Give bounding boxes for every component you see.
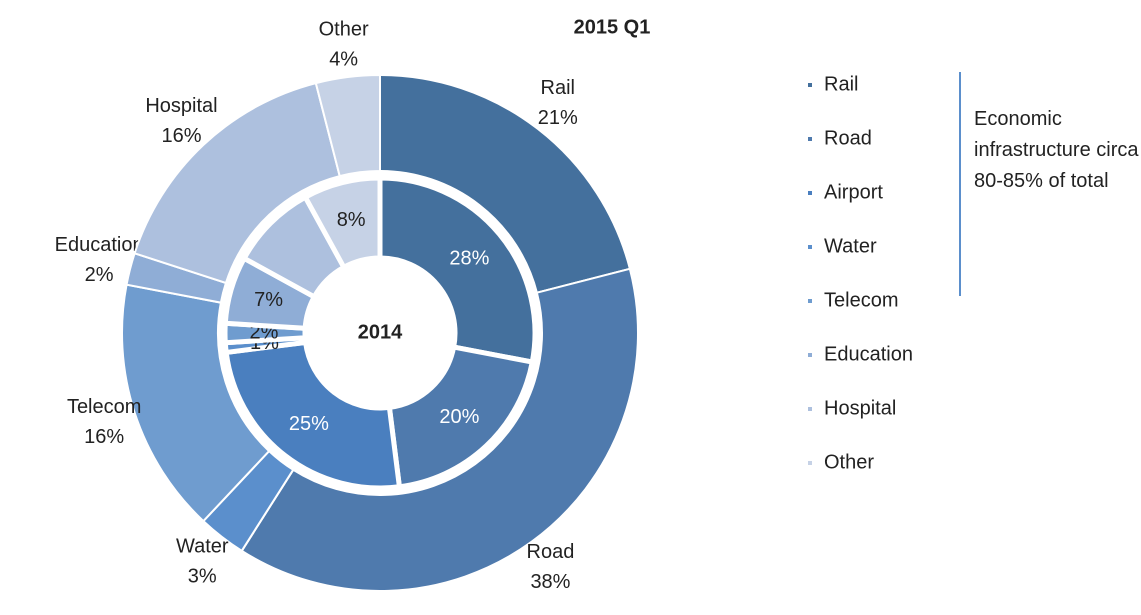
donut-segment	[386, 344, 536, 490]
donut-segment	[314, 73, 381, 178]
legend-swatch	[808, 245, 812, 249]
segment-label: 8%	[337, 209, 366, 231]
segment-label: 28%	[449, 247, 489, 269]
segment-name: Water	[176, 535, 229, 557]
donut-segment	[379, 73, 632, 294]
legend-swatch	[808, 461, 812, 465]
segment-label: 7%	[254, 289, 283, 311]
segment-name: Road	[527, 541, 575, 563]
segment-label: 21%	[538, 107, 578, 129]
segment-name: Telecom	[67, 396, 141, 418]
legend-swatch	[808, 191, 812, 195]
legend-swatch	[808, 407, 812, 411]
segment-name: Education	[55, 234, 144, 256]
donut-segment	[301, 175, 383, 271]
donut-segment	[223, 339, 403, 491]
legend-swatch	[808, 299, 812, 303]
legend-label: Hospital	[824, 397, 896, 419]
donut-segment	[240, 267, 639, 592]
segment-label: 38%	[530, 571, 570, 593]
segment-name: Other	[319, 19, 369, 41]
chart-title: 2015 Q1	[574, 16, 651, 38]
legend-swatch	[808, 137, 812, 141]
legend-label: Education	[824, 343, 913, 365]
center-label: 2014	[358, 321, 403, 343]
legend-label: Water	[824, 235, 877, 257]
annotation: Economic infrastructure circa 80-85% of …	[974, 108, 1139, 192]
segment-label: 16%	[84, 426, 124, 448]
segment-name: Rail	[541, 77, 575, 99]
segment-name: Hospital	[145, 95, 217, 117]
legend-label: Telecom	[824, 289, 898, 311]
legend-swatch	[808, 353, 812, 357]
segment-label: 25%	[289, 413, 329, 435]
donut-segment	[377, 175, 538, 365]
segment-label: 16%	[161, 125, 201, 147]
legend-label: Rail	[824, 73, 858, 95]
segment-label: 4%	[329, 49, 358, 71]
legend-label: Other	[824, 451, 874, 473]
segment-label: 20%	[439, 406, 479, 428]
legend-swatch	[808, 83, 812, 87]
legend-label: Airport	[824, 181, 883, 203]
segment-label: 3%	[188, 565, 217, 587]
segment-label: 2%	[85, 264, 114, 286]
legend-label: Road	[824, 127, 872, 149]
